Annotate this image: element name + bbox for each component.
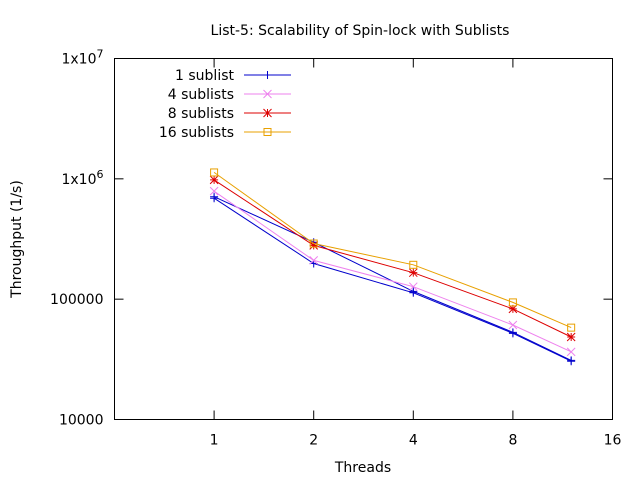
x-tick-label: 2 [309,433,318,449]
y-tick-label: 1x106 [61,168,103,188]
series-layer [209,168,576,366]
chart-title: List-5: Scalability of Spin-lock with Su… [211,23,510,39]
data-point [209,175,219,185]
legend: 1 sublist 4 sublists 8 sublists 16 sublists [159,68,291,141]
data-point [209,186,219,196]
data-point [508,304,518,314]
series-8-sublists [209,175,576,342]
data-point [566,332,576,342]
axis-ticks: 1 2 4 8 16 10000 100000 1x106 1x107 [50,48,621,449]
data-point [210,168,219,177]
x-tick-label: 4 [409,433,418,449]
data-point [210,192,219,201]
legend-label: 16 sublists [159,125,234,141]
x-tick-label: 1 [210,433,219,449]
data-point [508,298,517,307]
y-tick-label: 10000 [59,413,104,429]
data-point [567,356,576,365]
legend-entry: 1 sublist [175,68,291,84]
data-point [408,282,418,292]
series-line [213,171,572,329]
data-point [508,328,517,337]
data-point [263,108,272,118]
legend-label: 8 sublists [168,106,234,122]
data-point [508,320,518,330]
x-tick-label: 8 [508,433,517,449]
y-axis-label: Throughput (1/s) [9,180,25,299]
series-1-sublist [210,192,576,365]
data-point [566,347,576,357]
y-tick-label: 1x107 [61,48,103,68]
data-point [409,260,418,269]
data-point [263,71,272,79]
series-line [213,197,572,362]
data-point [309,256,319,265]
x-tick-label: 16 [604,433,622,449]
data-point [263,128,272,136]
plot-frame [114,58,613,420]
legend-label: 4 sublists [168,87,234,103]
data-point [409,287,418,296]
y-tick-label: 100000 [50,292,103,308]
legend-entry: 4 sublists [168,87,291,103]
series-line [213,179,572,338]
data-point [567,323,576,332]
series-16-sublists [210,168,576,332]
legend-entry: 8 sublists [168,106,291,122]
data-point [309,239,318,248]
data-point [263,89,272,99]
series-4-sublists [209,186,576,357]
x-axis-label: Threads [334,460,391,476]
legend-entry: 16 sublists [159,125,291,141]
data-point [309,241,319,250]
legend-label: 1 sublist [175,68,234,84]
data-point [408,268,418,278]
